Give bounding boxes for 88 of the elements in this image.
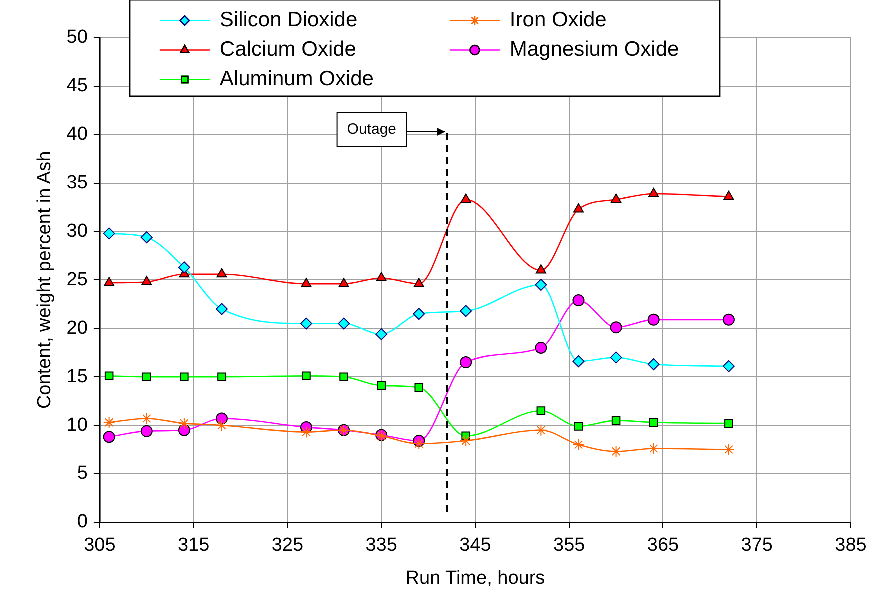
point [142,276,152,286]
point [300,426,312,438]
point [724,419,734,428]
point [572,438,585,451]
x-tick-label: 385 [835,535,867,556]
point [648,358,660,370]
legend-label: Aluminum Oxide [220,68,374,91]
y-tick-label: 45 [66,76,88,97]
point [216,268,228,278]
point [535,342,548,354]
y-tick-label: 35 [66,172,88,194]
y-tick-label: 30 [66,220,88,242]
y-tick-label: 15 [66,366,88,388]
point [572,356,585,368]
point [302,372,311,380]
point [377,381,386,390]
x-tick-label: 335 [366,535,398,556]
point [140,232,153,244]
point [301,278,312,288]
point [724,190,734,200]
point [300,318,312,330]
point [178,262,190,274]
point [103,228,116,240]
point [648,442,660,455]
y-tick-label: 25 [66,269,88,290]
point [218,372,226,382]
point [104,372,114,380]
point [216,420,228,432]
point [180,372,189,382]
x-tick-label: 305 [84,535,116,556]
point [142,372,152,382]
y-tick-label: 20 [66,318,88,339]
point [648,314,660,326]
point [535,424,548,436]
point [140,412,153,425]
point [722,314,735,326]
point [649,418,658,428]
point [536,264,546,274]
point [572,294,585,307]
x-tick-label: 325 [272,535,304,556]
y-tick-label: 5 [77,463,88,484]
point [460,194,472,204]
point [104,277,115,286]
point [414,278,424,288]
x-axis-title: Run Time, hours [406,568,546,589]
point [460,356,472,369]
point [140,425,153,438]
x-tick-label: 365 [647,535,680,556]
point [103,431,116,444]
ref-line-label: Outage [347,121,397,138]
point [612,416,621,426]
point [460,305,472,318]
point [103,416,116,429]
point [376,272,387,282]
x-tick-label: 375 [741,535,773,556]
point [413,438,426,450]
point [178,418,190,430]
x-tick-label: 315 [178,535,210,556]
point [413,308,426,320]
y-tick-label: 0 [77,512,88,533]
legend-label: Magnesium Oxide [510,38,680,62]
point [722,444,735,456]
point [338,278,350,288]
y-axis-title: Content, weight percent in Ash [34,151,56,410]
point [722,360,735,372]
x-tick-label: 345 [460,535,492,556]
y-tick-label: 50 [66,27,88,48]
point [610,352,622,364]
point [610,322,622,334]
legend-label: Calcium Oxide [220,38,356,62]
point [535,279,548,292]
legend-label: Silicon Dioxide [220,8,358,32]
point [414,383,424,392]
legend-label: Iron Oxide [510,8,607,32]
point [611,194,622,204]
x-tick-label: 355 [554,535,586,556]
point [340,372,348,382]
point [536,406,546,416]
point [338,318,350,330]
y-tick-label: 40 [66,124,88,146]
point [376,328,388,340]
point [216,303,228,316]
y-tick-label: 10 [66,414,88,436]
point [460,435,472,448]
point [648,188,660,198]
point [573,203,584,213]
point [574,422,584,431]
point [610,446,622,458]
